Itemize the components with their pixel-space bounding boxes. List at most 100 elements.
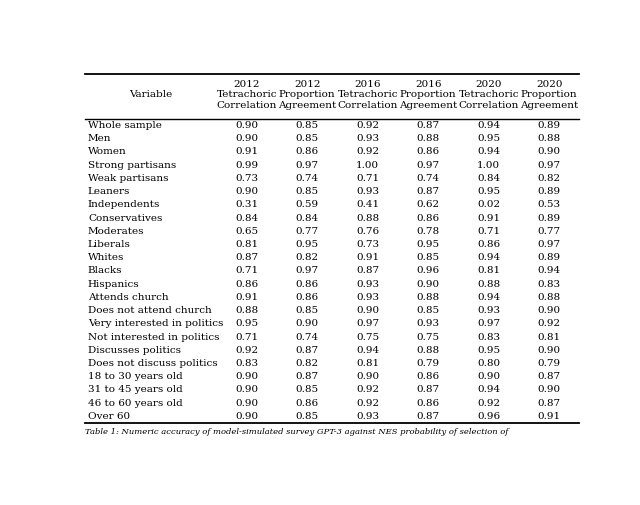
Text: 0.90: 0.90 <box>538 306 561 315</box>
Text: 0.90: 0.90 <box>235 385 258 394</box>
Text: 0.93: 0.93 <box>356 412 380 421</box>
Text: 0.85: 0.85 <box>296 412 319 421</box>
Text: 0.88: 0.88 <box>417 346 440 355</box>
Text: 0.78: 0.78 <box>417 227 440 236</box>
Text: 0.97: 0.97 <box>417 161 440 170</box>
Text: 0.86: 0.86 <box>417 372 440 381</box>
Text: 0.91: 0.91 <box>538 412 561 421</box>
Text: 0.86: 0.86 <box>417 398 440 408</box>
Text: 0.76: 0.76 <box>356 227 380 236</box>
Text: 0.41: 0.41 <box>356 200 380 210</box>
Text: 0.74: 0.74 <box>296 333 319 341</box>
Text: 0.94: 0.94 <box>477 385 500 394</box>
Text: 0.84: 0.84 <box>477 174 500 183</box>
Text: 31 to 45 years old: 31 to 45 years old <box>88 385 182 394</box>
Text: 0.87: 0.87 <box>538 372 561 381</box>
Text: 0.95: 0.95 <box>296 240 319 249</box>
Text: 0.87: 0.87 <box>417 187 440 196</box>
Text: 0.86: 0.86 <box>296 398 319 408</box>
Text: 0.86: 0.86 <box>417 214 440 223</box>
Text: 0.96: 0.96 <box>417 267 440 275</box>
Text: Hispanics: Hispanics <box>88 280 140 289</box>
Text: 0.59: 0.59 <box>296 200 319 210</box>
Text: Attends church: Attends church <box>88 293 168 302</box>
Text: Table 1: Numeric accuracy of model-simulated survey GPT-3 against NES probabilit: Table 1: Numeric accuracy of model-simul… <box>85 428 508 436</box>
Text: 0.82: 0.82 <box>296 253 319 262</box>
Text: 0.89: 0.89 <box>538 187 561 196</box>
Text: 0.79: 0.79 <box>417 359 440 368</box>
Text: 0.62: 0.62 <box>417 200 440 210</box>
Text: 0.77: 0.77 <box>296 227 319 236</box>
Text: Conservatives: Conservatives <box>88 214 163 223</box>
Text: 0.85: 0.85 <box>296 187 319 196</box>
Text: 0.83: 0.83 <box>538 280 561 289</box>
Text: 0.95: 0.95 <box>477 187 500 196</box>
Text: 0.53: 0.53 <box>538 200 561 210</box>
Text: 0.90: 0.90 <box>417 280 440 289</box>
Text: 0.86: 0.86 <box>296 147 319 157</box>
Text: 0.90: 0.90 <box>296 319 319 328</box>
Text: Whites: Whites <box>88 253 124 262</box>
Text: 0.84: 0.84 <box>296 214 319 223</box>
Text: 0.87: 0.87 <box>417 121 440 130</box>
Text: 0.87: 0.87 <box>235 253 258 262</box>
Text: 0.92: 0.92 <box>356 385 380 394</box>
Text: 0.92: 0.92 <box>356 121 380 130</box>
Text: 0.97: 0.97 <box>477 319 500 328</box>
Text: 0.93: 0.93 <box>356 280 380 289</box>
Text: 0.74: 0.74 <box>296 174 319 183</box>
Text: 0.86: 0.86 <box>235 280 258 289</box>
Text: 0.85: 0.85 <box>417 253 440 262</box>
Text: 2012
Tetrachoric
Correlation: 2012 Tetrachoric Correlation <box>216 80 277 110</box>
Text: 0.93: 0.93 <box>356 134 380 143</box>
Text: 0.87: 0.87 <box>296 346 319 355</box>
Text: 0.91: 0.91 <box>477 214 500 223</box>
Text: 0.87: 0.87 <box>538 398 561 408</box>
Text: 0.86: 0.86 <box>296 280 319 289</box>
Text: 0.88: 0.88 <box>538 134 561 143</box>
Text: 0.90: 0.90 <box>235 134 258 143</box>
Text: 0.02: 0.02 <box>477 200 500 210</box>
Text: 0.88: 0.88 <box>417 134 440 143</box>
Text: Very interested in politics: Very interested in politics <box>88 319 223 328</box>
Text: 0.86: 0.86 <box>296 293 319 302</box>
Text: 2016
Tetrachoric
Correlation: 2016 Tetrachoric Correlation <box>337 80 398 110</box>
Text: 0.90: 0.90 <box>356 306 380 315</box>
Text: 0.95: 0.95 <box>235 319 258 328</box>
Text: Liberals: Liberals <box>88 240 131 249</box>
Text: 0.71: 0.71 <box>477 227 500 236</box>
Text: 0.81: 0.81 <box>235 240 258 249</box>
Text: 0.65: 0.65 <box>235 227 258 236</box>
Text: 0.88: 0.88 <box>538 293 561 302</box>
Text: 0.97: 0.97 <box>538 161 561 170</box>
Text: 0.95: 0.95 <box>477 346 500 355</box>
Text: 0.93: 0.93 <box>356 293 380 302</box>
Text: 0.95: 0.95 <box>417 240 440 249</box>
Text: 0.91: 0.91 <box>235 293 258 302</box>
Text: Women: Women <box>88 147 127 157</box>
Text: 0.85: 0.85 <box>296 121 319 130</box>
Text: Discusses politics: Discusses politics <box>88 346 181 355</box>
Text: 0.94: 0.94 <box>477 293 500 302</box>
Text: 0.85: 0.85 <box>417 306 440 315</box>
Text: Whole sample: Whole sample <box>88 121 162 130</box>
Text: 0.89: 0.89 <box>538 253 561 262</box>
Text: 0.83: 0.83 <box>235 359 258 368</box>
Text: Not interested in politics: Not interested in politics <box>88 333 220 341</box>
Text: 0.97: 0.97 <box>538 240 561 249</box>
Text: 0.31: 0.31 <box>235 200 258 210</box>
Text: 0.93: 0.93 <box>477 306 500 315</box>
Text: 0.82: 0.82 <box>296 359 319 368</box>
Text: 0.94: 0.94 <box>356 346 380 355</box>
Text: 0.92: 0.92 <box>356 398 380 408</box>
Text: 0.90: 0.90 <box>235 412 258 421</box>
Text: 0.71: 0.71 <box>356 174 380 183</box>
Text: 18 to 30 years old: 18 to 30 years old <box>88 372 182 381</box>
Text: 0.94: 0.94 <box>477 147 500 157</box>
Text: 0.90: 0.90 <box>235 398 258 408</box>
Text: 0.90: 0.90 <box>538 346 561 355</box>
Text: 0.97: 0.97 <box>296 161 319 170</box>
Text: 2016
Proportion
Agreement: 2016 Proportion Agreement <box>399 80 458 110</box>
Text: 2012
Proportion
Agreement: 2012 Proportion Agreement <box>278 80 336 110</box>
Text: 0.94: 0.94 <box>477 253 500 262</box>
